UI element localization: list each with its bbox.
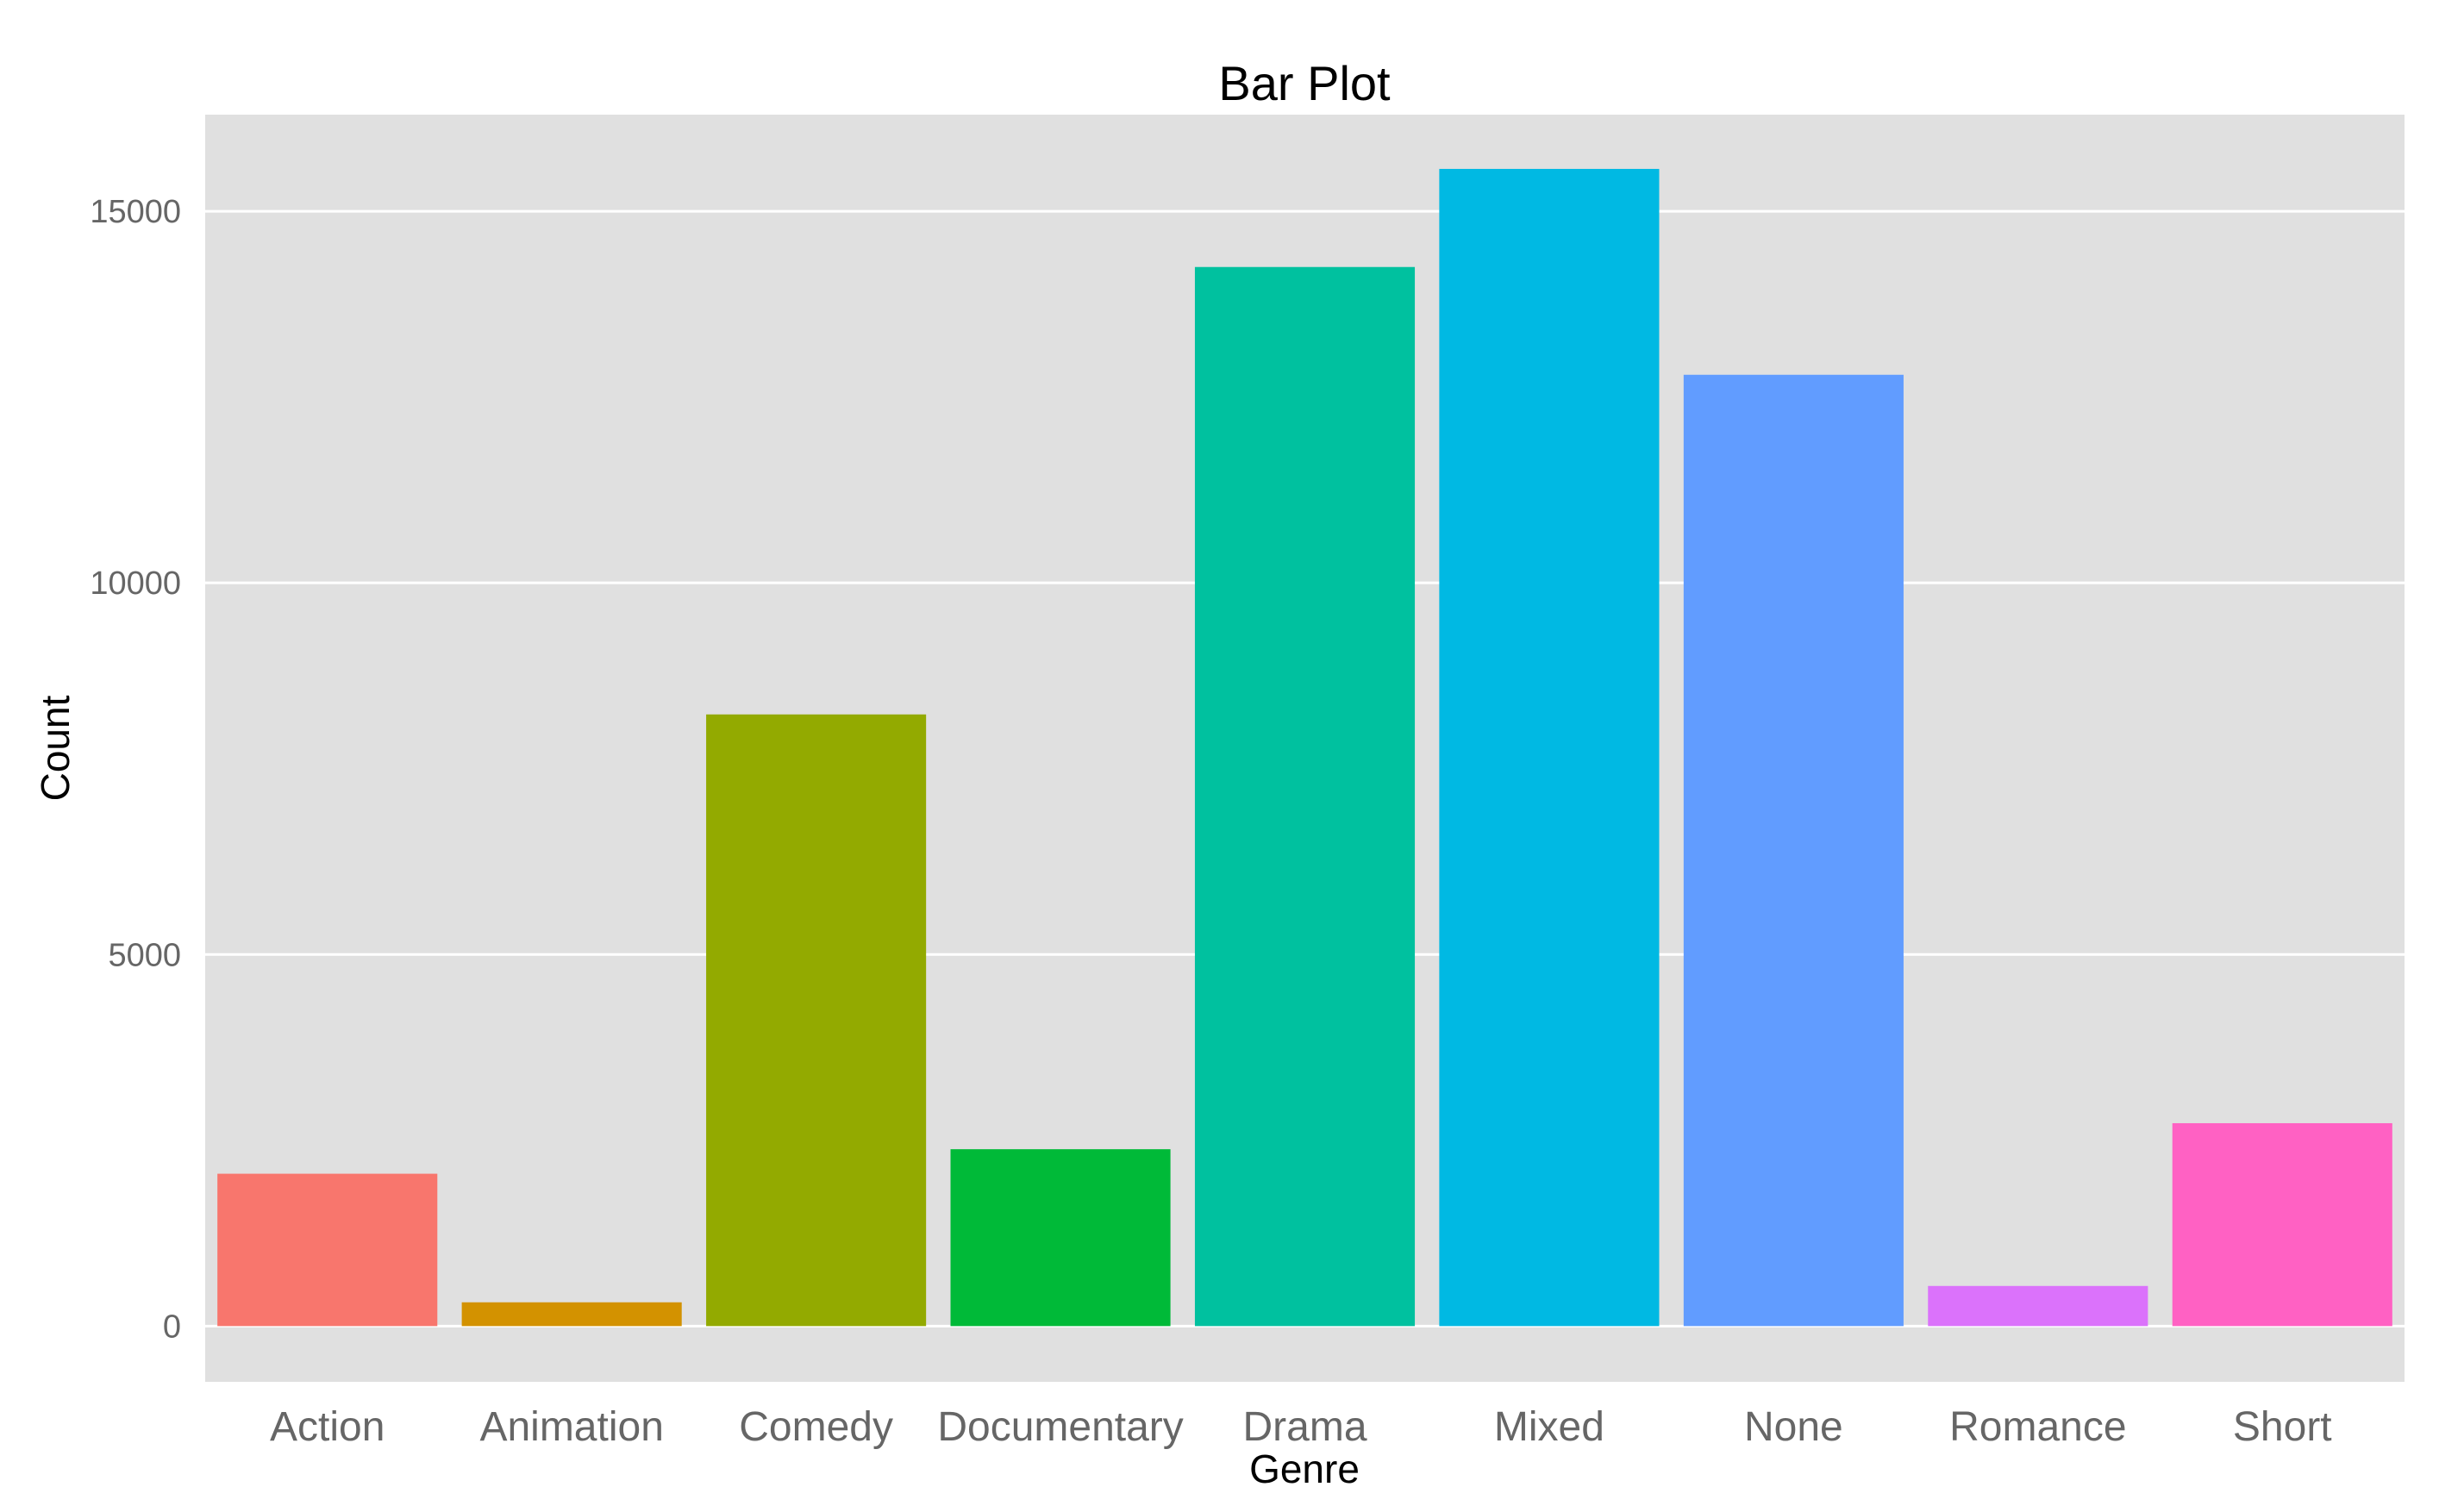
bar-romance xyxy=(1928,1285,2148,1327)
bar-drama xyxy=(1194,266,1416,1327)
x-axis-ticks: Action Animation Comedy Documentary Drama Mix… xyxy=(270,1404,2332,1450)
y-tick-label: 10000 xyxy=(90,565,181,602)
y-axis-title: Count xyxy=(33,695,78,801)
bar-short xyxy=(2172,1122,2392,1327)
x-tick-label-romance: Romance xyxy=(1949,1404,2126,1450)
y-tick-label: 15000 xyxy=(90,194,181,230)
y-axis-ticks: 0 5000 10000 15000 xyxy=(90,194,181,1345)
bar-mixed xyxy=(1439,168,1660,1327)
x-tick-label-animation: Animation xyxy=(479,1404,663,1450)
x-tick-label-mixed: Mixed xyxy=(1494,1404,1604,1450)
chart-title: Bar Plot xyxy=(1218,56,1391,110)
x-tick-label-action: Action xyxy=(270,1404,385,1450)
x-tick-label-none: None xyxy=(1744,1404,1843,1450)
x-tick-label-short: Short xyxy=(2233,1404,2332,1450)
y-tick-label: 5000 xyxy=(108,937,181,973)
bar-none xyxy=(1683,374,1904,1327)
bar-animation xyxy=(461,1302,682,1327)
x-axis-title: Genre xyxy=(1249,1446,1360,1491)
y-tick-label: 0 xyxy=(163,1309,181,1345)
bar-documentary xyxy=(950,1149,1171,1327)
bar-comedy xyxy=(706,714,927,1327)
x-tick-label-drama: Drama xyxy=(1242,1404,1366,1450)
bars xyxy=(217,168,2392,1327)
x-tick-label-comedy: Comedy xyxy=(739,1404,893,1450)
x-tick-label-documentary: Documentary xyxy=(937,1404,1183,1450)
bar-action xyxy=(217,1173,438,1327)
